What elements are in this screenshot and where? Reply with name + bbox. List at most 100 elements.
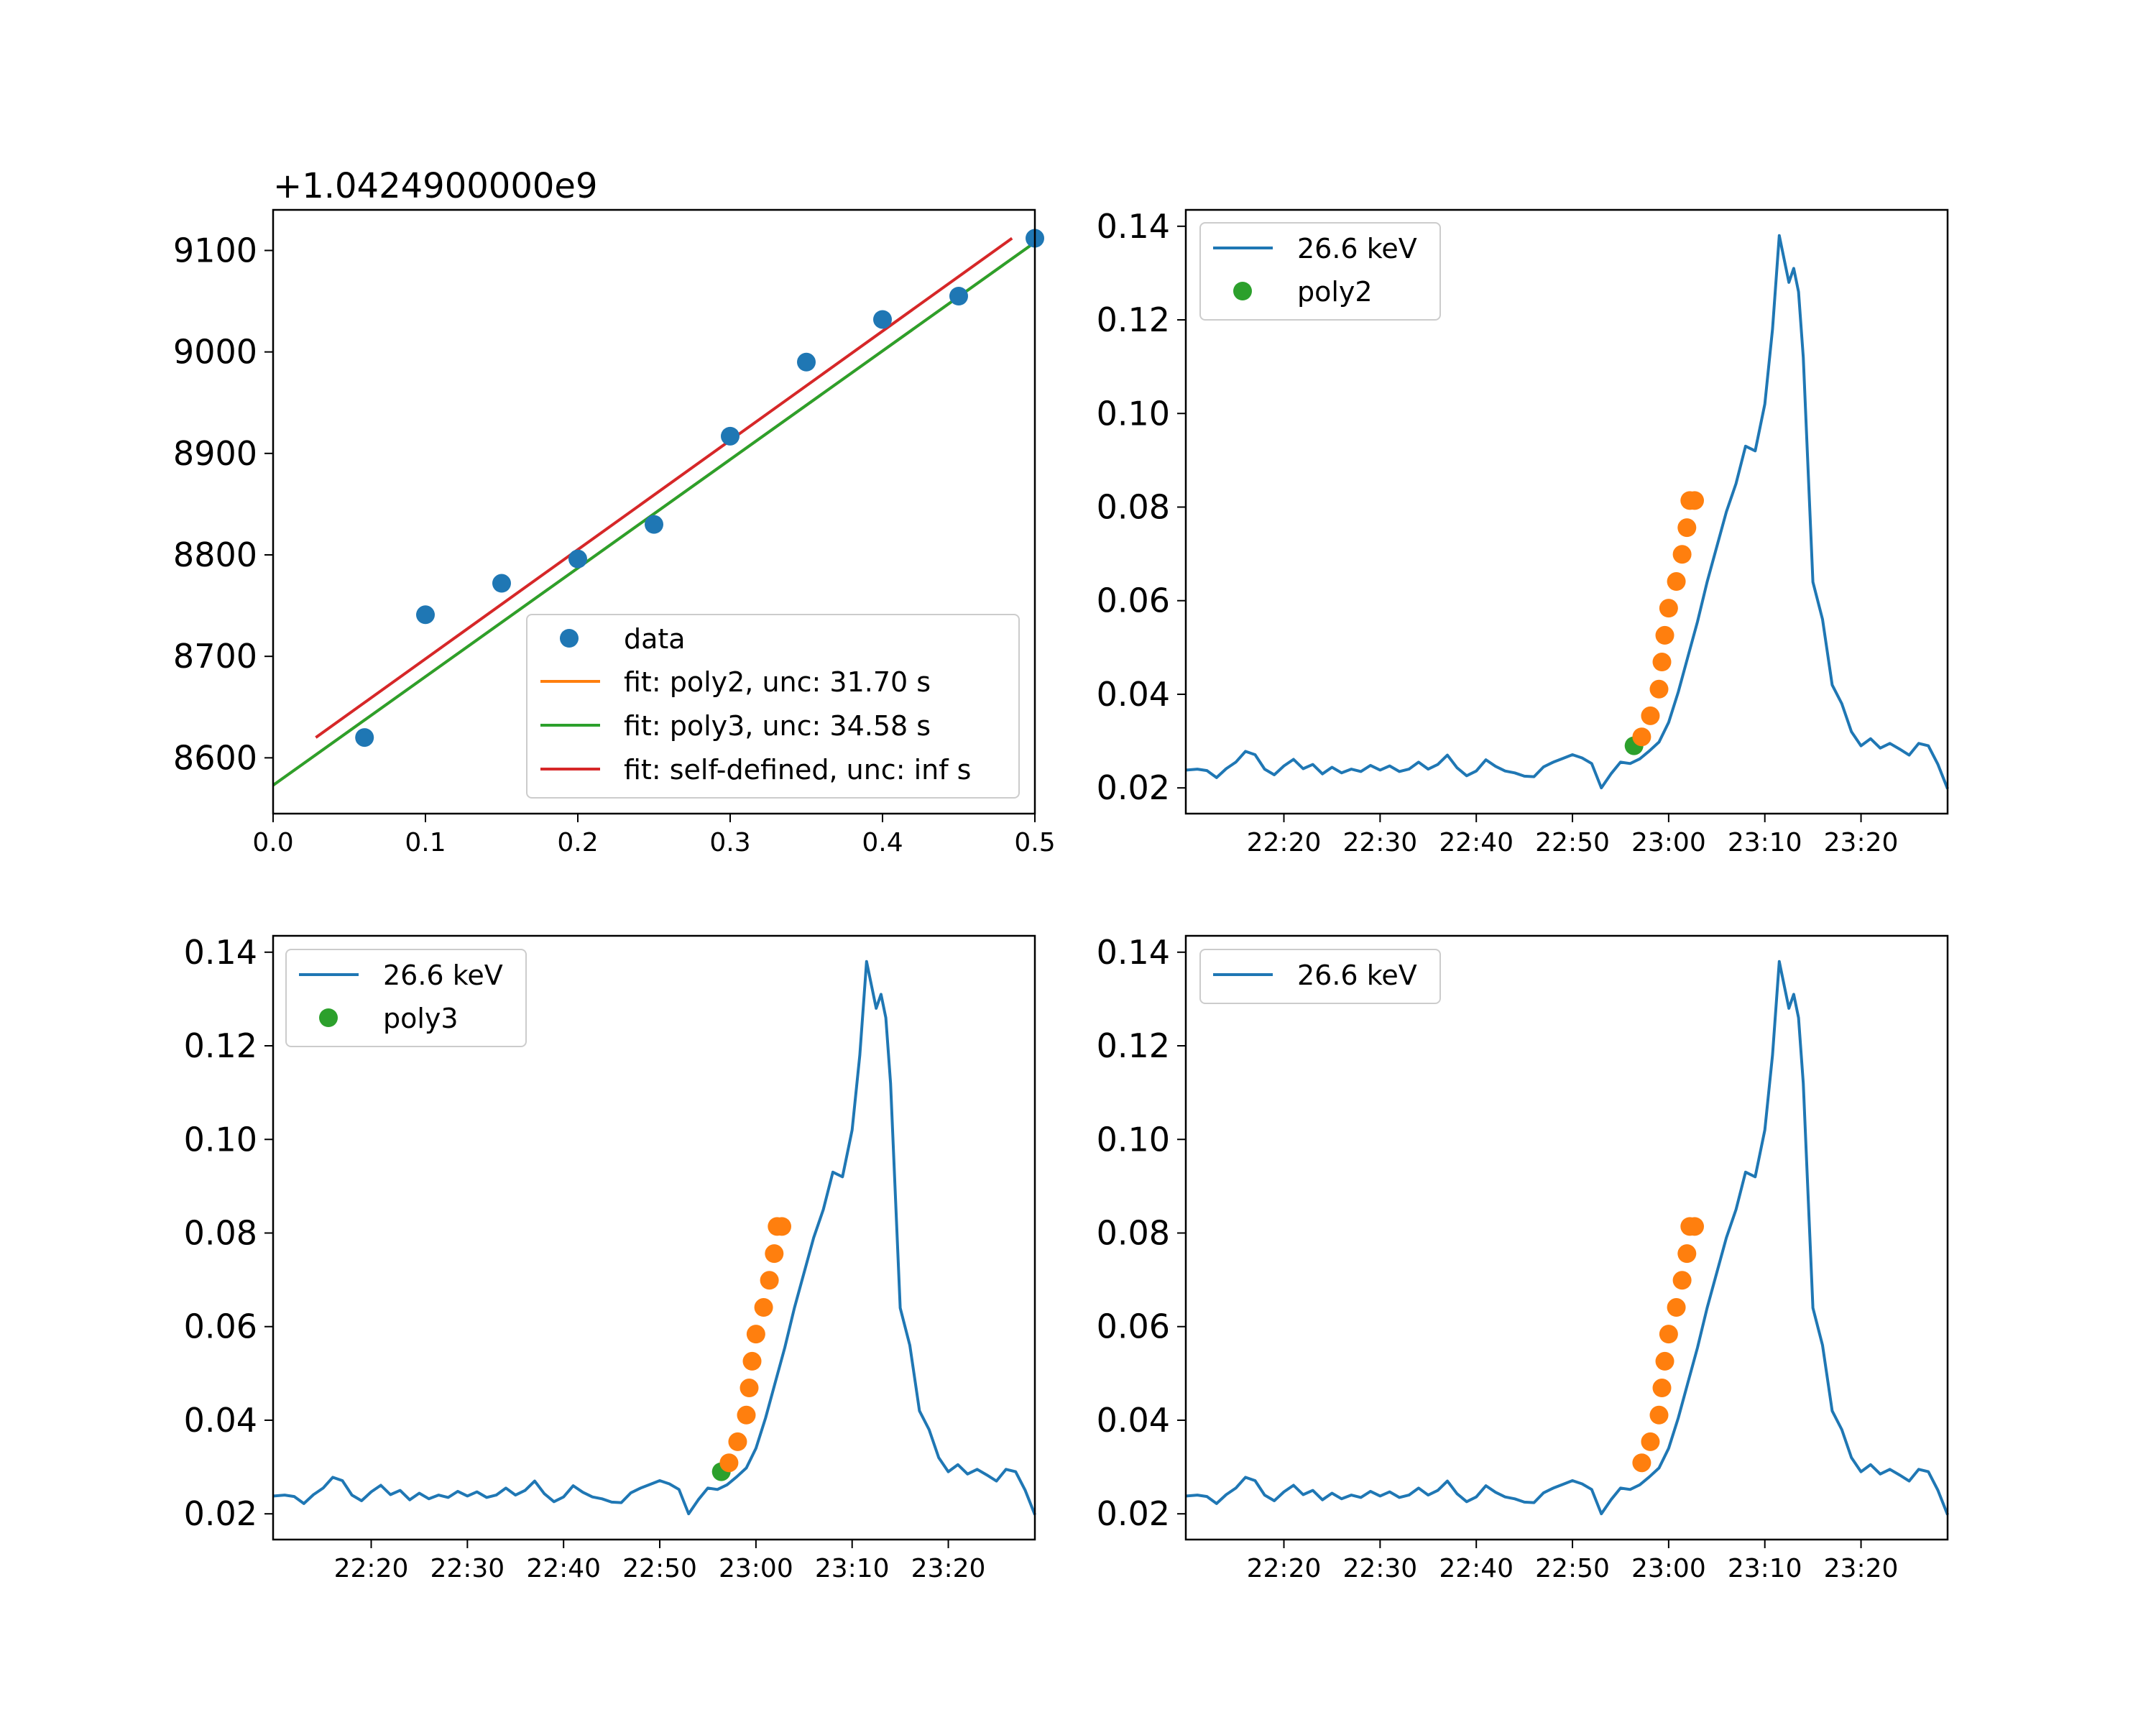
fit-point [1685, 491, 1705, 510]
y-tick-label: 0.14 [1097, 207, 1170, 246]
y-offset-label: +1.0424900000e9 [273, 166, 597, 206]
y-tick-label: 0.10 [184, 1120, 257, 1159]
x-tick-label: 22:20 [1247, 1554, 1322, 1583]
y-tick-label: 0.08 [184, 1213, 257, 1252]
fit-point [1632, 1453, 1651, 1473]
fit-point [1632, 727, 1651, 747]
fit-line-poly3 [272, 241, 1036, 787]
axes-frame [1184, 934, 1949, 1541]
x-tick-label: 22:50 [1535, 1554, 1610, 1583]
y-tick-label: 9000 [173, 333, 257, 372]
x-tick-label: 23:20 [1824, 828, 1899, 857]
fit-point [1659, 1325, 1678, 1344]
x-tick-label: 0.0 [252, 828, 293, 857]
data-point [721, 426, 740, 446]
legend-label-poly2: fit: poly2, unc: 31.70 s [624, 666, 931, 698]
panel-bottom-right-marks [1185, 960, 1949, 1516]
panel-bottom-left: 22:20 22:30 22:40 22:50 23:00 23:10 23:20 0.02 0… [184, 933, 1036, 1583]
y-tick-label: 0.10 [1097, 394, 1170, 433]
y-tick-label: 0.02 [1097, 768, 1170, 807]
series-line-26-6-kev [272, 960, 1036, 1516]
legend-label-26-6-kev: 26.6 keV [1297, 960, 1417, 991]
legend-label-poly3: poly3 [383, 1003, 459, 1034]
x-tick-label: 0.1 [405, 828, 446, 857]
axes-frame [272, 934, 1036, 1541]
y-tick-label: 8600 [173, 738, 257, 777]
data-point [873, 310, 892, 329]
axes-frame [272, 208, 1036, 815]
y-tick-label: 0.04 [184, 1401, 257, 1440]
x-tick-label: 22:30 [1342, 828, 1417, 857]
x-tick-label: 0.4 [862, 828, 903, 857]
x-tick-label: 22:20 [334, 1554, 409, 1583]
x-tick-label: 23:20 [911, 1554, 986, 1583]
fit-point [754, 1298, 773, 1317]
fit-point [1655, 625, 1674, 645]
axis-ticks: 22:20 22:30 22:40 22:50 23:00 23:10 23:20 0.02 0… [1097, 207, 1899, 857]
legend-label-poly2: poly2 [1297, 276, 1373, 308]
legend: data fit: poly2, unc: 31.70 s fit: poly3… [526, 614, 1020, 799]
fit-line-self-defined [315, 236, 1013, 739]
x-tick-label: 23:00 [1631, 828, 1706, 857]
fit-point [1641, 706, 1660, 725]
x-tick-label: 23:20 [1824, 1554, 1899, 1583]
legend-label-data: data [624, 623, 686, 655]
data-point [416, 605, 435, 625]
legend-label-poly3: fit: poly3, unc: 34.58 s [624, 710, 931, 742]
x-tick-label: 22:50 [622, 1554, 697, 1583]
y-tick-label: 0.12 [1097, 1026, 1170, 1065]
y-tick-label: 0.14 [184, 933, 257, 972]
panel-top-left: +1.0424900000e9 0.0 0.1 0.2 0.3 0.4 0.5 8600 87… [173, 166, 1056, 857]
axis-ticks: 0.0 0.1 0.2 0.3 0.4 0.5 8600 8700 8800 8900 9000 91… [173, 231, 1056, 857]
fit-point [1677, 1244, 1697, 1264]
legend: 26.6 keV [1199, 949, 1441, 1004]
y-tick-label: 0.06 [184, 1307, 257, 1346]
y-tick-label: 0.04 [1097, 1401, 1170, 1440]
y-tick-label: 0.12 [1097, 300, 1170, 339]
x-tick-label: 22:20 [1247, 828, 1322, 857]
x-tick-label: 22:30 [430, 1554, 505, 1583]
legend-marker-poly2 [1233, 282, 1252, 300]
fit-point [760, 1271, 779, 1290]
y-tick-label: 0.02 [1097, 1494, 1170, 1533]
y-tick-label: 8800 [173, 535, 257, 574]
y-tick-label: 0.06 [1097, 1307, 1170, 1346]
y-tick-label: 9100 [173, 231, 257, 270]
data-point [645, 515, 663, 534]
fit-point [1655, 1351, 1674, 1371]
x-tick-label: 22:50 [1535, 828, 1610, 857]
x-tick-label: 22:30 [1342, 1554, 1417, 1583]
fit-point [1649, 679, 1669, 699]
x-tick-label: 23:00 [1631, 1554, 1706, 1583]
y-tick-label: 8900 [173, 434, 257, 473]
panel-top-right: 22:20 22:30 22:40 22:50 23:00 23:10 23:20 0.02 0… [1097, 207, 1949, 857]
panel-bottom-left-marks [272, 960, 1036, 1516]
x-tick-label: 22:40 [526, 1554, 601, 1583]
fit-point [765, 1244, 784, 1264]
x-tick-label: 23:00 [719, 1554, 793, 1583]
x-tick-label: 0.2 [557, 828, 598, 857]
fit-point [1652, 1379, 1672, 1398]
fit-point [728, 1432, 747, 1451]
fit-point [742, 1351, 762, 1371]
fit-point [1672, 1271, 1692, 1290]
data-point [949, 287, 968, 305]
legend-box [1199, 949, 1441, 1004]
legend-label-26-6-kev: 26.6 keV [1297, 233, 1417, 264]
y-tick-label: 0.10 [1097, 1120, 1170, 1159]
fit-point [1667, 572, 1686, 592]
axes-frame [1184, 208, 1949, 815]
fit-point [740, 1379, 759, 1398]
y-tick-label: 0.08 [1097, 1213, 1170, 1252]
x-tick-label: 0.3 [709, 828, 750, 857]
y-tick-label: 8700 [173, 637, 257, 676]
fit-point [1652, 653, 1672, 672]
fit-point [746, 1325, 765, 1344]
legend: 26.6 keV poly3 [285, 949, 527, 1047]
y-tick-label: 0.06 [1097, 581, 1170, 620]
x-tick-label: 23:10 [815, 1554, 890, 1583]
legend: 26.6 keV poly2 [1199, 222, 1441, 321]
legend-label-self-defined: fit: self-defined, unc: inf s [624, 754, 971, 786]
axis-ticks: 22:20 22:30 22:40 22:50 23:00 23:10 23:20 0.02 0… [1097, 933, 1899, 1583]
fit-point [1667, 1298, 1686, 1317]
